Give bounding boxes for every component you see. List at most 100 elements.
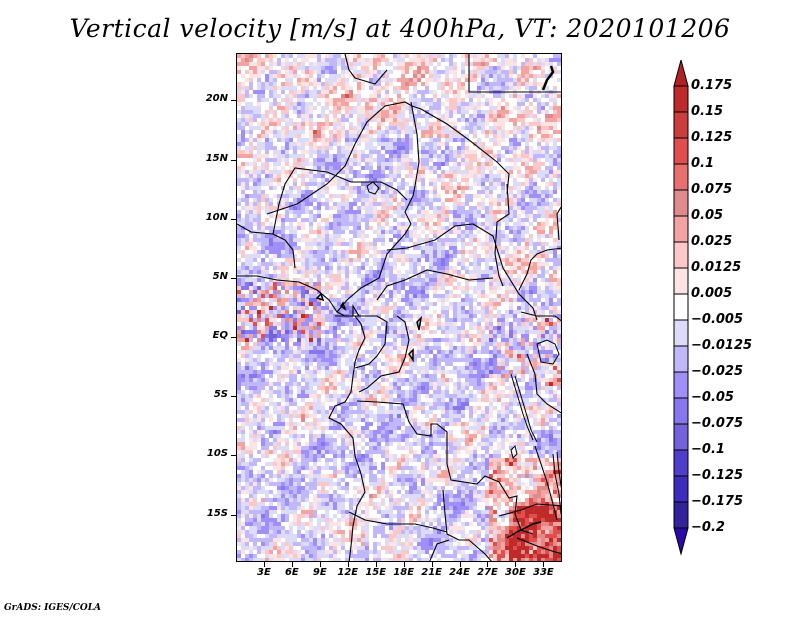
colorbar-swatch: [673, 241, 689, 269]
lake-chad: [366, 181, 380, 195]
border-angola-north: [356, 400, 448, 464]
y-tick: [231, 514, 236, 516]
border-malawi: [534, 445, 558, 521]
border-sahel-mid: [272, 167, 408, 235]
colorbar-label: 0.005: [691, 286, 733, 301]
shaded-field: [237, 54, 561, 561]
colorbar-label: −0.075: [691, 416, 744, 431]
x-tick: [319, 562, 321, 567]
border-east-uganda: [520, 311, 561, 322]
border-chad-sudan: [494, 183, 510, 287]
x-tick: [515, 562, 517, 567]
colorbar-label: −0.125: [691, 468, 744, 483]
colorbar-label: −0.005: [691, 312, 744, 327]
colorbar-label: −0.0125: [691, 338, 753, 353]
x-tick-label: 27E: [477, 567, 498, 578]
y-tick: [231, 455, 236, 457]
x-tick-label: 6E: [284, 567, 299, 578]
border-algeria-libya: [344, 54, 388, 85]
x-tick: [543, 562, 545, 567]
colorbar-swatch: [673, 189, 689, 217]
colorbar-label: −0.2: [691, 520, 725, 535]
grads-credit: GrADS: IGES/COLA: [4, 603, 102, 613]
y-tick-label: 10S: [206, 448, 228, 460]
colorbar-label: 0.125: [691, 130, 733, 145]
nile-lake-nasser: [541, 65, 555, 91]
border-libya-egypt: [468, 54, 561, 93]
border-car: [386, 223, 538, 321]
map-plot-area: [236, 53, 562, 562]
x-tick-label: 3E: [257, 567, 271, 578]
colorbar-swatch: [673, 397, 689, 425]
colorbar-label: 0.075: [691, 182, 733, 197]
x-tick-label: 21E: [421, 567, 442, 578]
border-east-africa: [518, 247, 561, 291]
y-tick: [231, 277, 236, 279]
colorbar-label: −0.175: [691, 494, 744, 509]
y-tick: [231, 337, 236, 339]
y-tick-label: 15N: [205, 152, 228, 164]
y-tick-label: EQ: [212, 330, 228, 342]
colorbar-swatch: [673, 371, 689, 399]
vertical-velocity-field: [237, 54, 561, 561]
y-tick-label: 15S: [206, 507, 228, 519]
border-mozambique: [498, 503, 561, 517]
x-tick: [459, 562, 461, 567]
colorbar-label: 0.1: [691, 156, 715, 171]
colorbar-swatch: [673, 501, 689, 529]
border-gabon: [335, 304, 360, 317]
border-tanzania: [526, 353, 561, 414]
colorbar-label: 0.05: [691, 208, 724, 223]
colorbar-swatch: [673, 85, 689, 113]
colorbar-label: −0.025: [691, 364, 744, 379]
border-nigeria-north: [237, 223, 296, 269]
colorbar-swatch: [673, 163, 689, 191]
x-tick-label: 18E: [393, 567, 415, 578]
gulf-islands: [315, 292, 423, 363]
y-tick-label: 10N: [205, 211, 228, 223]
border-niger-chad: [404, 101, 420, 225]
x-tick-label: 30E: [505, 567, 526, 578]
colorbar-swatch: [673, 215, 689, 243]
border-drc-congo: [354, 315, 388, 369]
border-congo-car: [376, 269, 494, 301]
x-tick: [291, 562, 293, 567]
x-tick: [375, 562, 377, 567]
y-tick-label: 5S: [213, 389, 228, 401]
colorbar: 0.175 0.15 0.125 0.1 0.075 0.05 0.025 0.0125 0.0…: [672, 58, 752, 564]
lake-victoria: [536, 339, 560, 365]
chart-title: Vertical velocity [m/s] at 400hPa, VT: 2…: [69, 14, 731, 43]
colorbar-swatch: [673, 345, 689, 373]
border-zim: [516, 537, 561, 555]
x-tick: [431, 562, 433, 567]
colorbar-swatch: [673, 423, 689, 451]
x-tick: [347, 562, 349, 567]
lake-kariba: [506, 521, 542, 539]
border-niger-north: [266, 101, 510, 215]
lake-malawi: [552, 451, 561, 515]
border-nigeria-cameroon: [336, 223, 412, 313]
colorbar-swatch: [673, 267, 689, 295]
country-borders: [237, 54, 561, 561]
border-angola-zambia: [446, 463, 534, 535]
colorbar-swatch: [673, 111, 689, 139]
y-tick: [231, 100, 236, 102]
colorbar-swatch: [673, 293, 689, 321]
x-tick: [263, 562, 265, 567]
x-tick-label: 24E: [449, 567, 470, 578]
colorbar-label: 0.0125: [691, 260, 742, 275]
x-tick: [487, 562, 489, 567]
colorbar-label: −0.1: [691, 442, 725, 457]
x-tick-label: 33E: [532, 567, 554, 578]
colorbar-label: −0.05: [691, 390, 734, 405]
lake-mweru: [510, 445, 518, 459]
border-east-frame: [556, 206, 561, 241]
border-drc-west: [358, 315, 410, 393]
colorbar-swatch: [673, 137, 689, 165]
x-tick: [403, 562, 405, 567]
colorbar-swatch: [673, 449, 689, 477]
lake-tanganyika: [510, 373, 538, 443]
y-tick: [231, 159, 236, 161]
y-tick-label: 5N: [212, 270, 228, 282]
colorbar-bottom-arrow: [673, 527, 689, 556]
